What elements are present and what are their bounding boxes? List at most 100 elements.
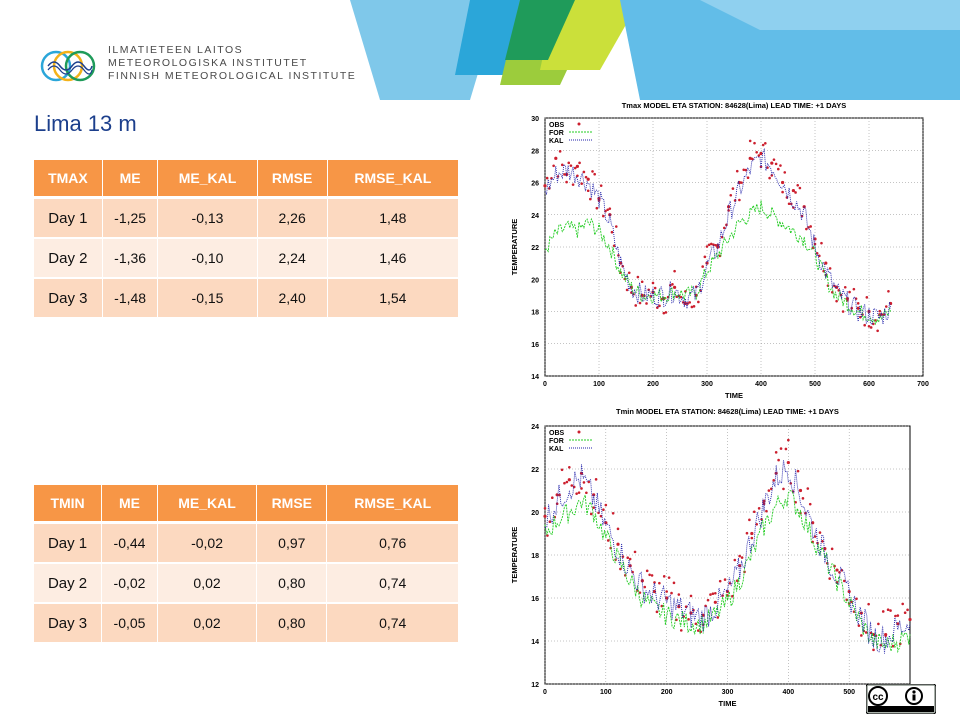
obs-point bbox=[881, 610, 885, 613]
obs-point bbox=[852, 287, 856, 291]
obs-point bbox=[748, 156, 752, 160]
obs-point bbox=[619, 567, 622, 571]
obs-point bbox=[591, 170, 594, 173]
obs-point bbox=[576, 174, 579, 178]
y-tick-label: 22 bbox=[531, 467, 539, 474]
obs-point bbox=[587, 480, 591, 484]
y-tick-label: 28 bbox=[531, 148, 539, 155]
obs-point bbox=[582, 481, 586, 484]
obs-point bbox=[811, 540, 814, 544]
obs-point bbox=[855, 597, 858, 601]
obs-point bbox=[843, 285, 847, 289]
obs-point bbox=[824, 261, 828, 265]
table-cell: 0,76 bbox=[327, 521, 458, 562]
obs-point bbox=[612, 244, 616, 248]
obs-point bbox=[818, 531, 822, 534]
logo-line-2: METEOROLOGISKA INSTITUTET bbox=[108, 57, 308, 69]
obs-point bbox=[592, 506, 595, 509]
y-tick-label: 14 bbox=[531, 374, 539, 381]
obs-point bbox=[552, 164, 555, 168]
obs-point bbox=[768, 176, 771, 180]
tmin-table: TMIN ME ME_KAL RMSE RMSE_KAL Day 1 -0,44… bbox=[34, 485, 458, 642]
tmax-chart: Tmax MODEL ETA STATION: 84628(Lima) LEAD… bbox=[510, 101, 929, 400]
obs-point bbox=[580, 182, 584, 185]
obs-point bbox=[872, 648, 875, 652]
obs-point bbox=[765, 509, 768, 513]
obs-point bbox=[694, 622, 698, 626]
obs-point bbox=[563, 481, 566, 485]
obs-point bbox=[578, 161, 581, 165]
obs-point bbox=[560, 468, 564, 472]
x-tick-label: 700 bbox=[917, 381, 929, 388]
obs-point bbox=[569, 164, 573, 167]
obs-point bbox=[568, 465, 571, 469]
legend-label: KAL bbox=[549, 138, 564, 145]
obs-point bbox=[887, 289, 890, 293]
table-cell: -0,02 bbox=[157, 521, 258, 562]
obs-point bbox=[570, 484, 574, 487]
tmin-header-cell: RMSE bbox=[257, 485, 328, 521]
obs-point bbox=[565, 180, 568, 184]
obs-point bbox=[738, 554, 741, 558]
obs-point bbox=[573, 166, 577, 170]
x-tick-label: 500 bbox=[809, 381, 821, 388]
tmin-header-cell: TMIN bbox=[34, 485, 103, 521]
row-label: Day 2 bbox=[34, 237, 103, 277]
x-tick-label: 600 bbox=[863, 381, 875, 388]
obs-point bbox=[671, 283, 674, 286]
tmin-chart: Tmin MODEL ETA STATION: 84628(Lima) LEAD… bbox=[510, 407, 912, 708]
page-title: Lima 13 m bbox=[34, 111, 137, 136]
logo-line-1: ILMATIETEEN LAITOS bbox=[108, 44, 244, 56]
obs-point bbox=[781, 190, 784, 194]
for-series-line bbox=[544, 200, 892, 326]
table-cell: -0,05 bbox=[102, 602, 158, 642]
obs-point bbox=[655, 610, 659, 614]
legend-marker bbox=[577, 122, 581, 126]
obs-point bbox=[567, 478, 571, 482]
table-cell: 0,74 bbox=[327, 562, 458, 602]
obs-point bbox=[801, 497, 805, 500]
table-row: Day 3 -0,05 0,02 0,80 0,74 bbox=[34, 602, 458, 642]
table-cell: -0,15 bbox=[158, 277, 258, 317]
obs-point bbox=[575, 492, 578, 495]
obs-point bbox=[602, 508, 605, 512]
legend-label: FOR bbox=[549, 438, 564, 445]
x-tick-label: 300 bbox=[701, 381, 713, 388]
x-tick-label: 400 bbox=[755, 381, 767, 388]
logo-line-3: FINNISH METEOROLOGICAL INSTITUTE bbox=[108, 70, 357, 82]
y-axis-label: TEMPERATURE bbox=[510, 527, 519, 584]
table-cell: 1,54 bbox=[327, 277, 458, 317]
obs-point bbox=[748, 518, 751, 522]
obs-point bbox=[856, 302, 860, 305]
obs-point bbox=[543, 184, 547, 188]
y-tick-label: 12 bbox=[531, 682, 539, 689]
obs-point bbox=[772, 158, 776, 161]
y-tick-label: 24 bbox=[531, 424, 539, 431]
x-axis-label: TIME bbox=[725, 391, 743, 400]
legend-label: FOR bbox=[549, 130, 564, 137]
row-label: Day 3 bbox=[34, 277, 103, 317]
obs-point bbox=[903, 611, 907, 615]
tmax-header-cell: RMSE bbox=[257, 160, 328, 196]
obs-point bbox=[879, 643, 883, 647]
tmax-header-cell: ME bbox=[102, 160, 159, 196]
obs-point bbox=[733, 558, 737, 562]
table-cell: 0,80 bbox=[257, 602, 328, 642]
obs-point bbox=[690, 305, 694, 309]
chart-title: Tmax MODEL ETA STATION: 84628(Lima) LEAD… bbox=[622, 101, 847, 110]
obs-point bbox=[616, 542, 620, 546]
y-tick-label: 16 bbox=[531, 342, 539, 349]
obs-point bbox=[705, 245, 709, 248]
y-tick-label: 18 bbox=[531, 553, 539, 560]
y-tick-label: 26 bbox=[531, 181, 539, 188]
obs-point bbox=[718, 579, 722, 583]
obs-point bbox=[558, 150, 562, 153]
obs-point bbox=[697, 300, 700, 304]
header-decoration bbox=[350, 0, 960, 100]
obs-point bbox=[575, 164, 579, 168]
obs-point bbox=[759, 151, 763, 156]
x-tick-label: 200 bbox=[647, 381, 659, 388]
obs-point bbox=[757, 507, 761, 510]
obs-point bbox=[572, 485, 576, 489]
tmax-header-row: TMAX ME ME_KAL RMSE RMSE_KAL bbox=[34, 160, 458, 196]
